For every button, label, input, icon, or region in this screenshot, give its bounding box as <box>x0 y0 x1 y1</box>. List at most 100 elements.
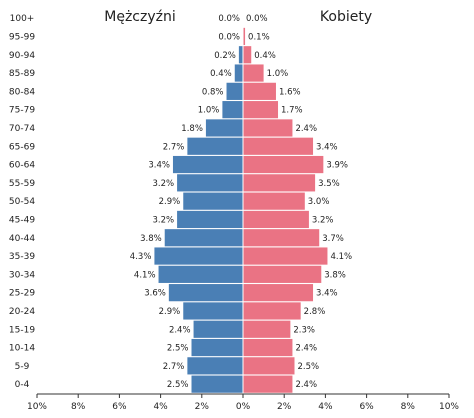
male-bar <box>187 137 243 155</box>
age-group-label: 20-24 <box>9 307 35 317</box>
male-value-label: 4.1% <box>134 270 156 280</box>
male-bar <box>177 174 243 192</box>
male-value-label: 3.2% <box>152 215 174 225</box>
female-value-label: 3.7% <box>322 234 344 244</box>
female-value-label: 2.8% <box>304 307 326 317</box>
female-value-label: 0.0% <box>246 14 268 24</box>
male-bar <box>238 46 243 64</box>
male-value-label: 1.0% <box>198 106 220 116</box>
female-bar <box>243 210 309 229</box>
female-bar <box>243 119 293 137</box>
male-bar <box>226 82 243 100</box>
male-bar <box>187 357 243 375</box>
male-bar <box>164 229 243 247</box>
female-value-label: 2.4% <box>295 344 317 354</box>
male-bar <box>193 320 243 338</box>
age-group-label: 45-49 <box>9 215 35 225</box>
x-tick-label: 2% <box>195 402 210 412</box>
female-value-label: 1.0% <box>267 69 289 79</box>
age-group-label: 80-84 <box>9 87 35 97</box>
male-value-label: 2.9% <box>159 197 181 207</box>
x-tick-label: 10% <box>27 402 47 412</box>
female-bar <box>243 192 305 210</box>
bars <box>154 9 328 394</box>
male-value-label: 0.0% <box>218 14 240 24</box>
male-bar <box>172 155 243 174</box>
female-value-label: 3.2% <box>312 215 334 225</box>
female-value-label: 3.4% <box>316 142 338 152</box>
age-group-label: 55-59 <box>9 179 35 189</box>
female-bar <box>243 155 324 174</box>
age-group-label: 85-89 <box>9 69 35 79</box>
x-tick-label: 6% <box>359 402 374 412</box>
female-bar <box>243 229 320 247</box>
female-bar <box>243 64 264 82</box>
male-value-label: 4.3% <box>130 252 152 262</box>
age-group-label: 75-79 <box>9 106 35 116</box>
age-group-label: 50-54 <box>9 197 35 207</box>
female-bar <box>243 302 301 320</box>
female-value-label: 2.4% <box>295 380 317 390</box>
male-value-label: 3.2% <box>152 179 174 189</box>
x-tick-label: 10% <box>439 402 459 412</box>
x-tick-label: 0% <box>236 402 251 412</box>
male-value-label: 2.7% <box>163 362 185 372</box>
value-labels: 0.0% 0.0% 0.0% 0.1% 0.2% 0.4% 0.4% 1.0% 0.8% 1.6%… <box>130 14 352 390</box>
female-bar <box>243 137 314 155</box>
age-group-label: 95-99 <box>9 32 35 42</box>
female-value-label: 4.1% <box>330 252 352 262</box>
female-value-label: 0.4% <box>254 51 276 61</box>
female-bar <box>243 338 293 357</box>
male-bar <box>154 247 243 265</box>
x-tick-label: 8% <box>401 402 416 412</box>
male-value-label: 2.7% <box>163 142 185 152</box>
age-group-labels: 100+ 95-99 90-94 85-89 80-84 75-79 70-74 65-69 6… <box>9 14 35 390</box>
female-bar <box>243 82 276 100</box>
male-bar <box>158 265 243 283</box>
male-value-label: 0.0% <box>218 32 240 42</box>
male-value-label: 0.8% <box>202 87 224 97</box>
male-value-label: 0.2% <box>214 51 236 61</box>
female-value-label: 3.4% <box>316 289 338 299</box>
age-group-label: 100+ <box>10 14 35 24</box>
female-value-label: 1.7% <box>281 106 303 116</box>
male-bar <box>177 210 243 229</box>
age-group-label: 10-14 <box>9 344 35 354</box>
male-value-label: 2.4% <box>169 325 191 335</box>
female-value-label: 2.4% <box>295 124 317 134</box>
x-tick-label: 6% <box>112 402 127 412</box>
age-group-label: 0-4 <box>15 380 30 390</box>
male-value-label: 3.4% <box>148 161 170 171</box>
female-value-label: 1.6% <box>279 87 301 97</box>
female-value-label: 3.9% <box>326 161 348 171</box>
age-group-label: 25-29 <box>9 289 35 299</box>
male-bar <box>222 101 243 119</box>
female-bar <box>243 284 314 302</box>
male-value-label: 1.8% <box>181 124 203 134</box>
male-value-label: 0.4% <box>210 69 232 79</box>
male-bar <box>183 302 243 320</box>
female-value-label: 0.1% <box>248 32 270 42</box>
age-group-label: 65-69 <box>9 142 35 152</box>
age-group-label: 30-34 <box>9 270 35 280</box>
female-bar <box>243 247 328 265</box>
male-value-label: 3.6% <box>144 289 166 299</box>
legend-female: Kobiety <box>320 9 372 25</box>
female-value-label: 2.3% <box>293 325 315 335</box>
female-value-label: 3.8% <box>324 270 346 280</box>
female-value-label: 3.0% <box>308 197 330 207</box>
x-tick-label: 8% <box>71 402 86 412</box>
female-value-label: 3.5% <box>318 179 340 189</box>
male-bar <box>168 284 243 302</box>
x-tick-label: 4% <box>318 402 333 412</box>
male-bar <box>191 338 243 357</box>
legend: Mężczyźni Kobiety <box>104 9 372 25</box>
male-bar <box>205 119 243 137</box>
male-value-label: 3.8% <box>140 234 162 244</box>
age-group-label: 60-64 <box>9 161 35 171</box>
age-group-label: 35-39 <box>9 252 35 262</box>
age-group-label: 5-9 <box>15 362 30 372</box>
age-group-label: 90-94 <box>9 51 35 61</box>
legend-male: Mężczyźni <box>104 9 175 25</box>
